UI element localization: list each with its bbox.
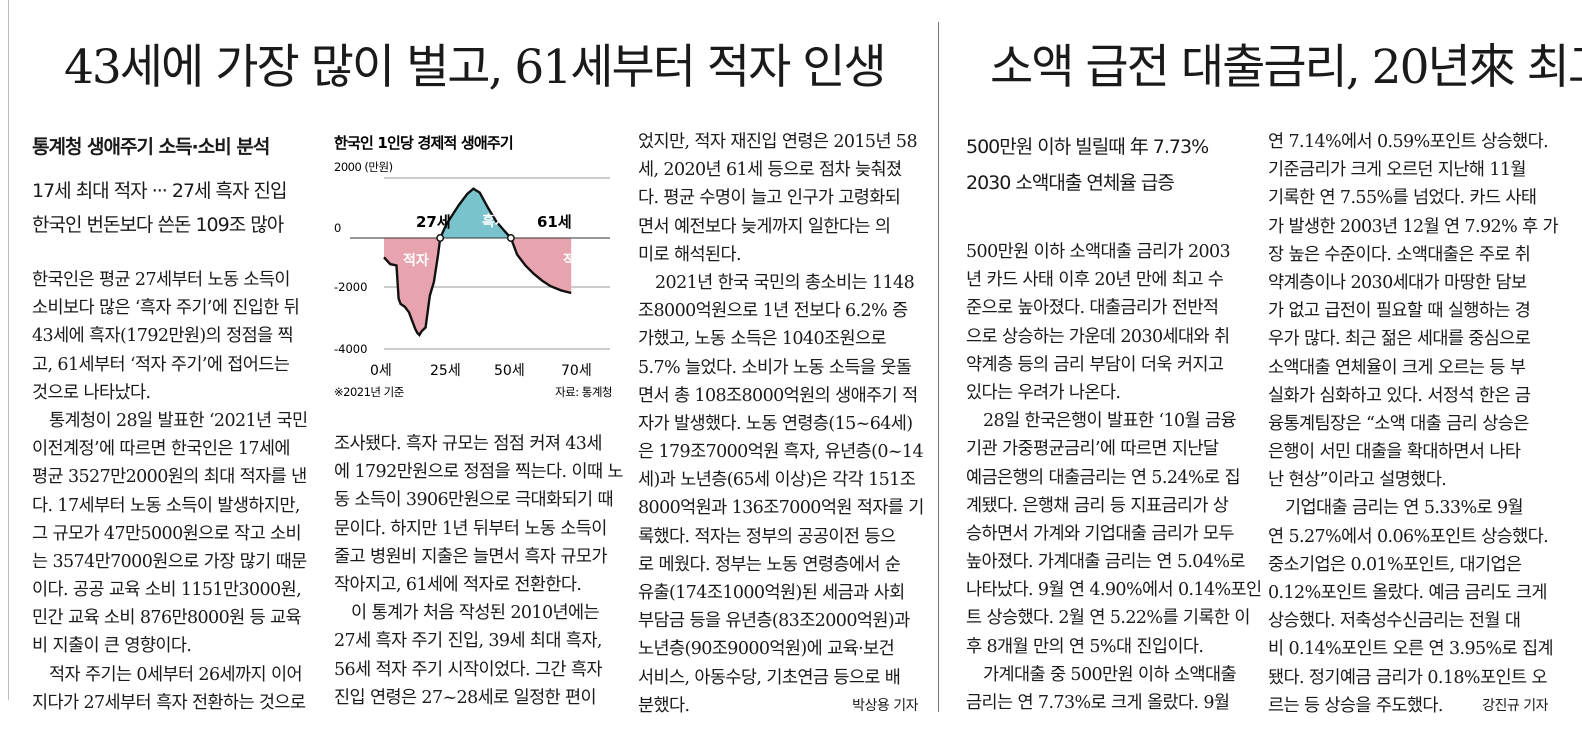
x-tick-50: 50세 [494, 363, 525, 379]
marker-label-61: 61세 [537, 213, 572, 231]
right-col2: 연 7.14%에서 0.59%포인트 상승했다. 기준금리가 크게 오르던 지난… [1268, 128, 1559, 720]
left-col3: 었지만, 적자 재진입 연령은 2015년 58 세, 2020년 61세 등으… [638, 128, 924, 720]
chart-unit-label: 2000 (만원) [334, 160, 393, 174]
marker-27 [436, 234, 445, 242]
right-byline: 강진규 기자 [1482, 697, 1548, 714]
right-subhead-1: 500만원 이하 빌릴때 年 7.73% [966, 136, 1209, 158]
y-tick-0: 0 [334, 221, 341, 235]
left-byline: 박상용 기자 [852, 697, 918, 714]
deficit-area-right [510, 238, 572, 293]
surplus-area [440, 188, 511, 238]
series-line [383, 187, 572, 337]
x-tick-25: 25세 [430, 363, 461, 379]
left-headline: 43세에 가장 많이 벌고, 61세부터 적자 인생 [64, 40, 887, 95]
right-col1: 500만원 이하 소액대출 금리가 2003 년 카드 사태 이후 20년 만에… [966, 242, 1262, 713]
left-col2: 조사됐다. 흑자 규모는 점점 커져 43세 에 1792만원으로 정점을 찍는… [334, 434, 624, 708]
label-surplus: 흑자 [482, 213, 508, 230]
y-tick-neg2000: -2000 [334, 280, 367, 294]
label-deficit-left: 적자 [403, 252, 429, 269]
right-subhead-2: 2030 소액대출 연체율 급증 [966, 172, 1175, 194]
left-col1: 한국인은 평균 27세부터 노동 소득이 소비보다 많은 ‘흑자 주기’에 진입… [32, 270, 308, 713]
lifecycle-chart: 한국인 1인당 경제적 생애주기 2000 (만원) 0 -2000 -4000… [334, 134, 613, 399]
right-headline: 소액 급전 대출금리, 20년來 최고 [990, 40, 1582, 95]
chart-source: 자료: 통계청 [555, 385, 612, 399]
left-subhead-2: 17세 최대 적자 ··· 27세 흑자 진입 [32, 180, 288, 202]
article-divider [938, 22, 939, 712]
label-deficit-right: 적자 [563, 252, 589, 269]
left-subhead-3: 한국인 번돈보다 쓴돈 109조 많아 [32, 214, 284, 236]
y-tick-neg4000: -4000 [334, 342, 367, 356]
left-subhead-1: 통계청 생애주기 소득·소비 분석 [32, 136, 270, 158]
marker-label-27: 27세 [416, 213, 451, 231]
chart-note: ※2021년 기준 [334, 385, 404, 399]
x-tick-70: 70세 [561, 363, 592, 379]
marker-61 [506, 234, 515, 242]
deficit-area-left [384, 238, 441, 335]
chart-title: 한국인 1인당 경제적 생애주기 [334, 134, 513, 152]
x-tick-0: 0세 [370, 363, 392, 379]
page-edge-line [8, 0, 9, 700]
